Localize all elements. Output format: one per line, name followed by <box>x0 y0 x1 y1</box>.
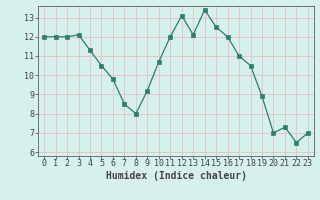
X-axis label: Humidex (Indice chaleur): Humidex (Indice chaleur) <box>106 171 246 181</box>
